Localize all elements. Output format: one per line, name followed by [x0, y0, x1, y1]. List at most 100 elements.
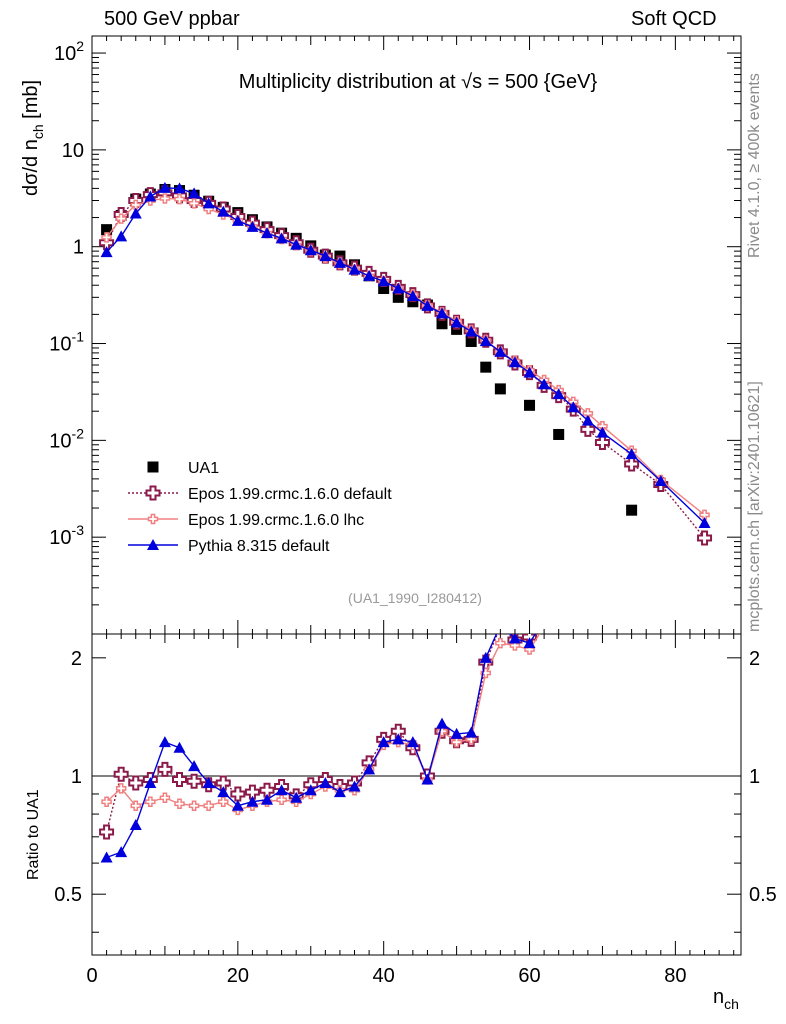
data-point-pythia — [421, 299, 434, 311]
ratio-tick-label-left: 0.5 — [54, 884, 82, 906]
x-tick-label: 0 — [86, 965, 97, 987]
x-tick-label: 40 — [373, 965, 395, 987]
data-point-ua1 — [494, 383, 506, 395]
data-point-pythia — [392, 733, 405, 745]
legend-label: Epos 1.99.crmc.1.6.0 default — [188, 486, 392, 503]
data-point-ua1 — [147, 461, 159, 473]
y-tick-label: 1 — [73, 237, 84, 259]
data-point-ua1 — [480, 361, 492, 373]
data-point-pythia — [581, 414, 594, 426]
data-point-ua1 — [392, 291, 404, 303]
data-point-pythia — [333, 256, 346, 268]
data-point-pythia — [100, 246, 113, 258]
data-point-pythia — [319, 776, 332, 788]
data-point-epos-default — [259, 782, 275, 798]
data-point-pythia — [567, 401, 580, 413]
data-point-pythia — [523, 637, 536, 649]
x-axis-label: nch — [713, 986, 739, 1012]
data-point-pythia — [246, 795, 259, 807]
data-point-epos-default — [145, 485, 161, 501]
data-point-ua1 — [436, 318, 448, 330]
data-point-pythia — [377, 275, 390, 287]
data-point-epos-lhc — [101, 796, 112, 807]
x-tick-label: 60 — [518, 965, 540, 987]
rivet-version-label: Rivet 4.1.0, ≥ 400k events — [746, 73, 763, 258]
data-point-pythia — [552, 388, 565, 400]
data-point-pythia — [231, 799, 244, 811]
ratio-tick-label-right: 1 — [749, 766, 760, 788]
data-point-pythia — [508, 356, 521, 368]
data-point-epos-default — [128, 775, 144, 791]
data-point-ua1 — [524, 399, 536, 411]
data-point-pythia — [261, 793, 274, 805]
data-point-pythia — [625, 448, 638, 460]
legend: UA1 Epos 1.99.crmc.1.6.0 default Epos 1.99… — [128, 460, 392, 555]
analysis-id-label: (UA1_1990_I280412) — [348, 590, 482, 606]
data-point-epos-lhc — [130, 199, 142, 211]
data-point-epos-lhc — [480, 667, 492, 679]
data-point-pythia — [275, 784, 288, 796]
ratio-y-axis-label: Ratio to UA1 — [25, 789, 42, 880]
data-point-epos-lhc — [147, 513, 159, 525]
chart-title: Multiplicity distribution at √s = 500 {G… — [239, 71, 598, 93]
data-point-pythia — [173, 182, 186, 194]
data-point-pythia — [129, 819, 142, 831]
data-point-pythia — [261, 227, 274, 239]
data-point-pythia — [144, 190, 157, 202]
data-point-pythia — [363, 269, 376, 281]
series-3 — [100, 181, 711, 529]
data-point-pythia — [290, 238, 303, 250]
data-point-pythia — [377, 736, 390, 748]
data-point-pythia — [173, 741, 186, 753]
data-point-pythia — [202, 197, 215, 209]
data-point-epos-default — [230, 786, 246, 802]
data-point-ua1 — [553, 428, 565, 440]
data-point-epos-default — [538, 613, 551, 626]
data-point-epos-lhc — [218, 796, 229, 807]
data-point-pythia — [538, 378, 551, 390]
data-point-epos-lhc — [159, 792, 171, 804]
data-point-pythia — [479, 335, 492, 347]
data-point-pythia — [596, 426, 609, 438]
data-point-pythia — [406, 736, 419, 748]
y-tick-label: 10 — [62, 140, 84, 162]
data-point-epos-lhc — [451, 736, 462, 748]
data-point-pythia — [494, 619, 506, 630]
data-point-pythia — [304, 244, 317, 256]
data-point-pythia — [523, 366, 536, 378]
series-0 — [101, 183, 638, 516]
data-point-ua1 — [626, 504, 638, 516]
data-point-epos-default — [594, 435, 610, 451]
data-point-pythia — [450, 727, 463, 739]
ratio-tick-label-left: 2 — [71, 648, 82, 670]
x-tick-label: 20 — [227, 965, 249, 987]
data-point-pythia — [363, 763, 376, 775]
data-point-pythia — [348, 780, 361, 792]
data-point-pythia — [465, 726, 478, 738]
data-point-pythia — [115, 230, 128, 242]
data-point-epos-lhc — [436, 726, 448, 737]
data-point-pythia — [304, 784, 317, 796]
data-point-epos-lhc — [188, 198, 200, 209]
ratio-tick-label-right: 2 — [749, 648, 760, 670]
data-point-epos-lhc — [276, 794, 287, 806]
data-point-epos-default — [172, 771, 188, 787]
data-point-pythia — [158, 736, 171, 748]
data-point-pythia — [188, 187, 201, 199]
data-point-pythia — [348, 263, 361, 275]
data-point-epos-lhc — [509, 640, 521, 651]
data-point-pythia — [319, 250, 332, 262]
data-point-pythia — [290, 791, 303, 803]
data-point-epos-default — [157, 761, 173, 777]
ratio-series-1 — [99, 613, 551, 840]
data-point-epos-default — [215, 775, 231, 791]
data-point-epos-lhc — [188, 800, 200, 811]
data-point-epos-default — [697, 530, 713, 546]
x-tick-label: 80 — [664, 965, 686, 987]
data-point-epos-lhc — [130, 800, 142, 811]
data-point-pythia — [494, 345, 507, 357]
data-point-epos-lhc — [203, 800, 214, 811]
y-axis-label: dσ/d nch [mb] — [20, 80, 46, 196]
data-point-pythia — [129, 207, 142, 219]
